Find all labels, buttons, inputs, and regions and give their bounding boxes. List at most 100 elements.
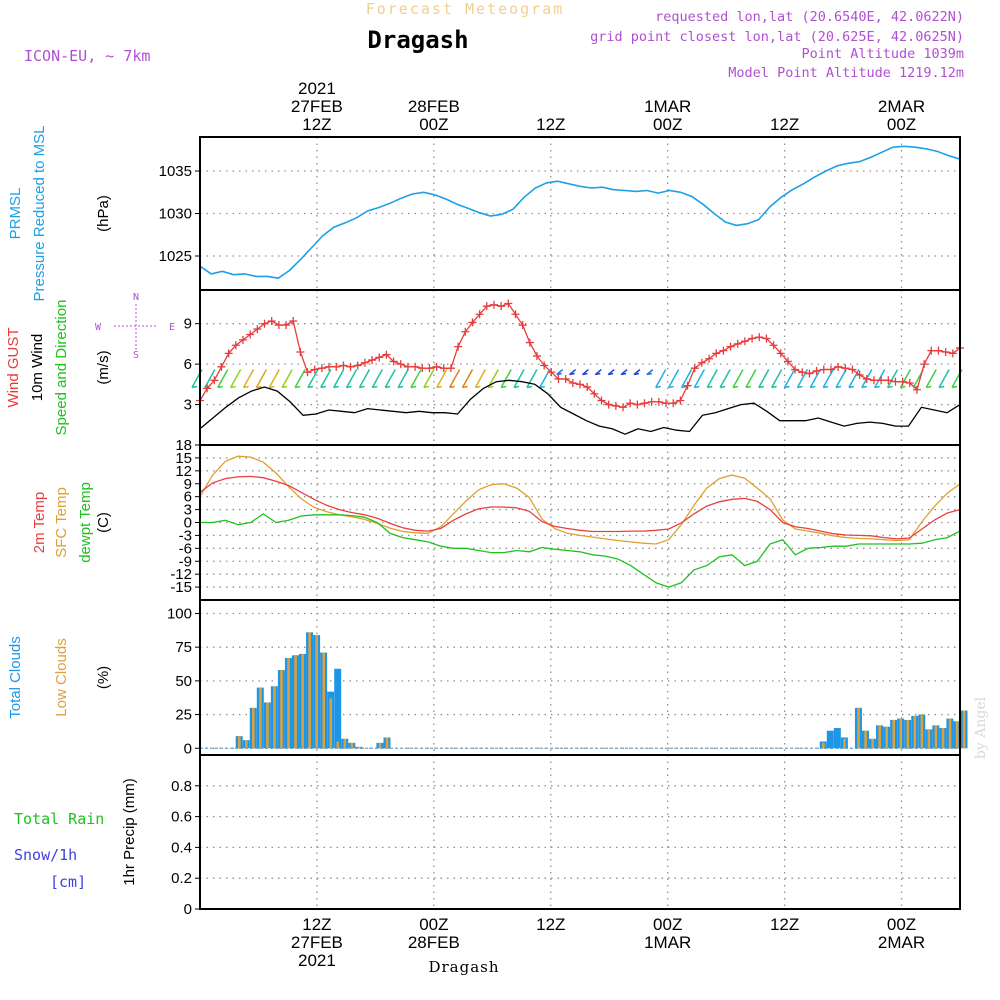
time-label-top: 00Z [419,115,448,134]
low-cloud-bar [245,740,248,749]
watermark: by Angel [973,696,989,759]
time-label-bottom: 00Z [653,915,682,934]
wind-arrow [423,369,435,388]
time-label-bottom: 27FEB [291,933,343,952]
model-name: ICON-EU, ~ 7km [24,47,150,65]
wind-arrow-head [848,385,855,389]
gust-marker [282,321,291,330]
grid-point-location: grid point closest lon,lat (20.625E, 42.… [590,29,964,45]
time-label-bottom: 2MAR [878,933,925,952]
gust-marker [489,300,498,309]
pressure-point [277,277,279,279]
y-tick-label: -12 [170,566,192,583]
y-tick-label: 0.6 [171,809,192,826]
wind-arrow [358,369,371,388]
pressure-point [825,170,827,172]
gust-marker [647,397,656,406]
gust-marker [274,321,283,330]
wind-arrow-head [488,385,494,389]
pressure-point [668,189,671,192]
time-label-bottom: 12Z [302,915,331,934]
pressure-point [512,208,514,210]
wind-arrow [242,369,255,388]
time-label-top: 12Z [770,115,799,134]
wind-arrow-head [569,372,575,376]
gust-marker [547,368,556,377]
wind-arrow-head [449,385,455,389]
wind-arrow-head [501,385,507,389]
wind-arrow-head [758,385,764,389]
pressure-point [612,189,615,191]
pressure-point [724,221,726,223]
compass-w: W [95,322,102,333]
wind-arrow-head [681,385,687,389]
wind-arrow [848,369,860,388]
wind-arrow-head [582,372,588,376]
wind-arrow [217,369,229,388]
gust-marker [590,389,599,398]
time-label-top: 00Z [887,115,916,134]
wind-arrow [925,369,937,388]
wind-arrow [500,369,512,388]
low-cloud-bar [857,707,860,749]
gust-marker [360,358,369,367]
gust-marker [382,350,391,359]
wind-arrow [320,369,332,388]
pressure-point [221,270,223,272]
wind-arrow [783,369,796,388]
gust-marker [446,364,455,373]
panel-label: Low Clouds [53,638,70,716]
pressure-point [456,203,458,205]
gust-marker [712,349,721,358]
wind-arrow-head [307,385,314,389]
wind-arrow [410,369,422,388]
wind-arrow [667,369,680,388]
gust-marker [482,302,491,311]
low-cloud-bar [322,652,326,749]
grid-layer [200,137,960,910]
gust-marker [848,365,857,374]
low-cloud-bar [871,738,874,749]
wind-arrow [822,369,834,388]
gust-marker [339,361,348,370]
pressure-point [557,180,559,182]
y-tick-label: 50 [175,673,192,690]
gust-marker [640,399,649,408]
gust-marker [762,334,771,343]
requested-location: requested lon,lat (20.6540E, 42.0622N) [655,9,964,25]
point-altitude: Point Altitude 1039m [801,46,964,62]
y-tick-label: 75 [175,639,192,656]
pressure-point [545,182,548,184]
wind-arrow [294,369,306,388]
pressure-point [691,195,693,198]
wind-arrow-head [810,385,816,389]
pressure-point [791,189,793,191]
location-title: Dragash [367,26,468,54]
wind-arrow [461,369,474,388]
gust-marker [439,364,448,373]
wind-speed-line [199,379,961,435]
gust-marker [791,365,800,374]
low-cloud-bar [941,728,945,749]
wind-arrow [809,369,821,388]
wind-arrow [526,369,538,388]
gust-marker [368,356,377,365]
wind-arrow-head [938,385,945,389]
wind-arrow-head [243,385,249,389]
gust-marker [597,396,606,405]
wind-arrow-head [926,385,932,389]
time-label-top: 00Z [653,115,682,134]
gust-marker [690,364,699,373]
wind-arrow-head [526,385,533,389]
pressure-point [210,273,212,275]
low-cloud-bar [252,707,255,749]
gust-marker [403,362,412,371]
pressure-point [735,224,738,226]
wind-arrow-head [269,385,275,389]
gust-marker [310,365,319,374]
pressure-point [367,210,369,212]
pressure-point [467,207,469,209]
panel-label: dewpt Temp [77,482,94,563]
gust-marker [855,370,864,379]
